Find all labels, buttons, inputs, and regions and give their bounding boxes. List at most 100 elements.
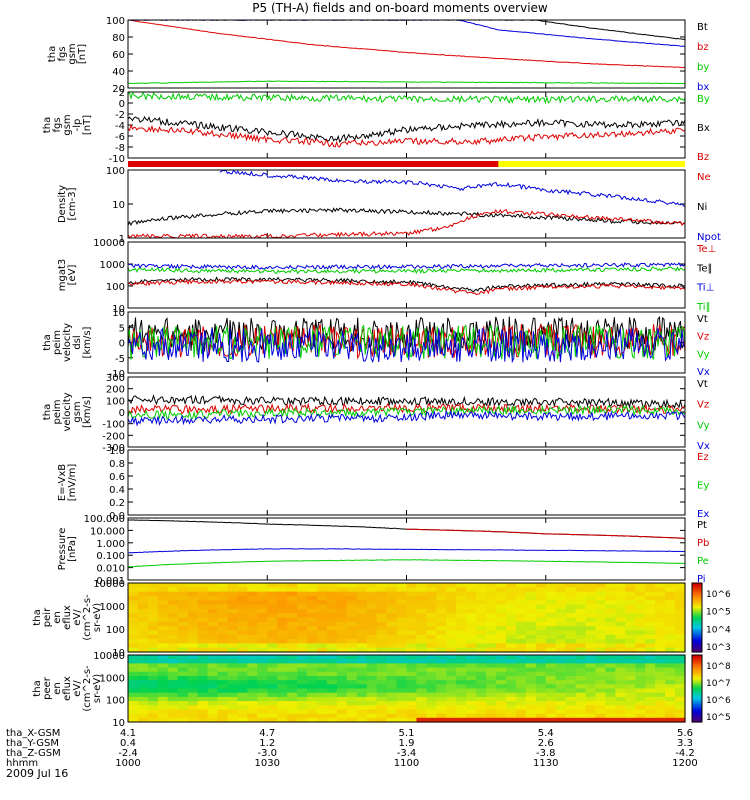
spectrogram-cell: [307, 595, 318, 601]
spectrogram-cell: [177, 692, 189, 698]
spectrogram-cell: [575, 692, 587, 698]
spectrogram-cell: [525, 663, 537, 669]
spectrogram-cell: [535, 604, 547, 610]
spectrogram-cell: [456, 600, 467, 606]
spectrogram-cell: [515, 595, 527, 601]
spectrogram-cell: [207, 613, 219, 619]
spectrogram-cell: [307, 696, 318, 702]
spectrogram-cell: [297, 713, 308, 719]
spectrogram-cell: [575, 717, 587, 723]
spectrogram-cell: [326, 643, 338, 649]
spectrogram-cell: [386, 621, 398, 627]
spectrogram-cell: [555, 675, 567, 681]
spectrogram-cell: [515, 701, 527, 706]
spectrogram-cell: [565, 705, 577, 711]
legend-label-Pt: Pt: [697, 520, 707, 531]
colorbar-segment: [692, 663, 702, 667]
spectrogram-cell: [456, 621, 467, 627]
spectrogram-cell: [585, 639, 597, 644]
spectrogram-cell: [565, 647, 577, 653]
spectrogram-cell: [655, 617, 666, 623]
spectrogram-cell: [217, 667, 229, 673]
spectrogram-cell: [525, 688, 537, 694]
spectrogram-cell: [575, 671, 587, 677]
spectrogram-cell: [496, 626, 507, 632]
spectrogram-cell: [376, 701, 388, 706]
spectrogram-cell: [217, 634, 229, 640]
spectrogram-cell: [635, 705, 646, 711]
y-tick-label: -10: [109, 369, 125, 380]
spectrogram-cell: [456, 595, 467, 601]
spectrogram-cell: [635, 675, 646, 681]
spectrogram-cell: [356, 701, 368, 706]
spectrogram-cell: [565, 667, 577, 673]
spectrogram-cell: [177, 680, 189, 685]
x-row-label: tha_Z-GSM: [6, 748, 61, 759]
spectrogram-cell: [137, 705, 149, 711]
spectrogram-cell: [505, 701, 517, 706]
colorbar-segment: [692, 592, 702, 596]
spectrogram-cell: [366, 692, 378, 698]
spectrogram-cell: [595, 688, 607, 694]
spectrogram-cell: [535, 613, 547, 619]
spectrogram-cell: [137, 630, 149, 636]
spectrogram-cell: [287, 595, 298, 601]
spectrogram-cell: [505, 617, 517, 623]
spectrogram-cell: [307, 604, 318, 610]
spectrogram-cell: [336, 688, 348, 694]
spectrogram-cell: [555, 696, 567, 702]
spectrogram-cell: [635, 587, 646, 593]
spectrogram-cell: [525, 709, 537, 715]
spectrogram-cell: [436, 675, 447, 681]
spectrogram-cell: [675, 621, 686, 627]
spectrogram-cell: [326, 647, 338, 653]
spectrogram-cell: [456, 684, 467, 690]
spectrogram-cell: [237, 713, 248, 719]
spectrogram-cell: [406, 613, 418, 619]
spectrogram-cell: [227, 684, 239, 690]
spectrogram-cell: [147, 692, 159, 698]
spectrogram-cell: [177, 626, 189, 632]
spectrogram-cell: [277, 643, 288, 649]
spectrogram-cell: [326, 675, 338, 681]
spectrogram-cell: [675, 696, 686, 702]
spectrogram-cell: [456, 717, 467, 723]
spectrogram-cell: [466, 617, 477, 623]
spectrogram-cell: [635, 696, 646, 702]
spectrogram-cell: [346, 684, 358, 690]
y-tick-label: 80: [112, 33, 125, 44]
spectrogram-cell: [525, 696, 537, 702]
spectrogram-cell: [187, 655, 199, 660]
spectrogram-cell: [227, 692, 239, 698]
spectrogram-cell: [326, 626, 338, 632]
legend-label-bz: bz: [697, 42, 709, 53]
spectrogram-cell: [128, 630, 139, 636]
spectrogram-cell: [625, 684, 636, 690]
spectrogram-cell: [505, 705, 517, 711]
spectrogram-cell: [456, 705, 467, 711]
spectrogram-cell: [356, 675, 368, 681]
spectrogram-cell: [446, 655, 457, 660]
spectrogram-cell: [177, 684, 189, 690]
spectrogram-cell: [515, 639, 527, 644]
spectrogram-cell: [605, 608, 616, 614]
spectrogram-cell: [247, 647, 258, 653]
spectrogram-cell: [396, 717, 408, 723]
spectrogram-cell: [277, 671, 288, 677]
spectrogram-cell: [406, 634, 418, 640]
spectrogram-cell: [237, 692, 248, 698]
spectrogram-cell: [157, 647, 169, 653]
spectrogram-cell: [416, 717, 427, 723]
spectrogram-cell: [267, 680, 278, 685]
spectrogram-cell: [297, 608, 308, 614]
spectrogram-cell: [147, 717, 159, 723]
spectrogram-cell: [645, 667, 656, 673]
spectrogram-cell: [227, 639, 239, 644]
spectrogram-cell: [645, 688, 656, 694]
panel-5-ylabel: tha peim velocity dsl [km/s]: [42, 323, 93, 362]
spectrogram-cell: [675, 630, 686, 636]
spectrogram-cell: [675, 639, 686, 644]
spectrogram-cell: [177, 639, 189, 644]
spectrogram-cell: [187, 680, 199, 685]
y-tick-label: 100: [106, 696, 125, 707]
